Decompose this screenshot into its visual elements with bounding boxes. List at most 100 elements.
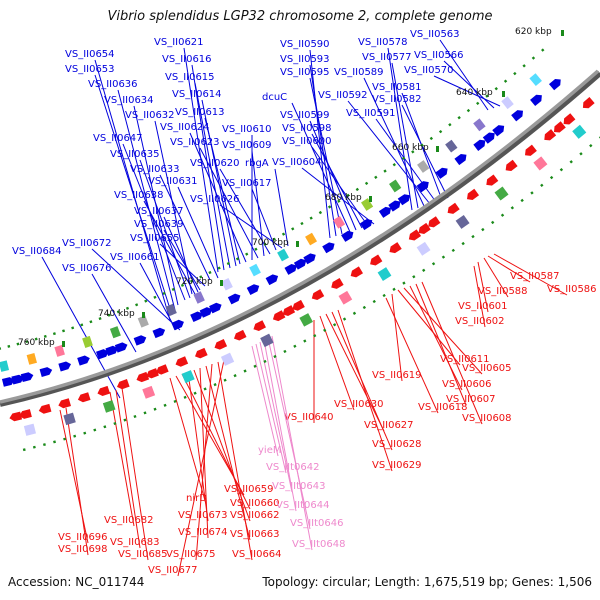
reverse-gene-arrow[interactable] [193, 347, 208, 360]
forward-gene-label[interactable]: VS_II0599 [280, 110, 330, 121]
reverse-gene-label[interactable]: VS_II0619 [372, 370, 422, 381]
reverse-gene-arrow[interactable] [387, 242, 402, 255]
reverse-gene-arrow[interactable] [271, 310, 286, 323]
reverse-gene-arrow[interactable] [18, 409, 32, 420]
reverse-gene-arrow[interactable] [232, 329, 247, 342]
forward-gene-label[interactable]: VS_II0655 [130, 233, 180, 244]
forward-gene-label[interactable]: VS_II0661 [110, 252, 160, 263]
reverse-gene-label[interactable]: VS_II0663 [230, 529, 280, 540]
reverse-gene-label[interactable]: VS_II0586 [547, 284, 597, 295]
forward-gene-label[interactable]: VS_II0620 [190, 158, 240, 169]
forward-gene-label[interactable]: VS_II0617 [222, 178, 272, 189]
reverse-gene-arrow[interactable] [523, 144, 537, 159]
reverse-gene-arrow[interactable] [310, 289, 325, 302]
reverse-gene-label[interactable]: VS_II0685 [118, 549, 168, 560]
reverse-gene-arrow[interactable] [484, 174, 499, 188]
reverse-gene-arrow[interactable] [542, 129, 557, 143]
forward-gene-arrow[interactable] [1, 376, 16, 387]
forward-gene-arrow[interactable] [482, 130, 497, 144]
forward-gene-arrow[interactable] [454, 152, 468, 166]
forward-gene-arrow[interactable] [171, 318, 185, 331]
forward-gene-label[interactable]: VS_II0635 [110, 149, 160, 160]
forward-gene-label[interactable]: VS_II0590 [280, 39, 330, 50]
forward-gene-label[interactable]: VS_II0595 [280, 67, 330, 78]
forward-gene-label[interactable]: VS_II0581 [372, 82, 422, 93]
forward-gene-label[interactable]: VS_II0637 [134, 206, 184, 217]
reverse-gene-arrow[interactable] [445, 202, 460, 216]
forward-gene-arrow[interactable] [397, 192, 412, 206]
forward-gene-label[interactable]: VS_II0632 [125, 110, 175, 121]
forward-gene-label[interactable]: VS_II0615 [165, 72, 215, 83]
pseudo-gene-label[interactable]: VS_IIt0648 [292, 539, 345, 550]
forward-gene-arrow[interactable] [473, 137, 487, 151]
reverse-gene-label[interactable]: VS_II0677 [148, 565, 198, 576]
forward-gene-label[interactable]: VS_II0577 [362, 52, 412, 63]
forward-gene-label[interactable]: rbgA [245, 158, 269, 169]
reverse-gene-label[interactable]: VS_II0673 [178, 510, 228, 521]
reverse-gene-label[interactable]: VS_II0662 [230, 510, 280, 521]
pseudo-gene-label[interactable]: VS_IIt0643 [272, 481, 325, 492]
reverse-gene-label[interactable]: VS_II0664 [232, 549, 282, 560]
forward-gene-label[interactable]: VS_II0563 [410, 29, 460, 40]
forward-gene-label[interactable]: VS_II0600 [282, 136, 332, 147]
forward-gene-arrow[interactable] [492, 123, 506, 137]
forward-gene-label[interactable]: VS_II0684 [12, 246, 62, 257]
forward-gene-arrow[interactable] [227, 292, 242, 305]
forward-gene-arrow[interactable] [359, 217, 374, 231]
reverse-gene-arrow[interactable] [426, 216, 441, 229]
forward-gene-arrow[interactable] [293, 257, 308, 270]
forward-gene-label[interactable]: VS_II0654 [65, 49, 115, 60]
forward-gene-arrow[interactable] [303, 251, 317, 265]
reverse-gene-arrow[interactable] [38, 403, 52, 415]
forward-gene-label[interactable]: VS_II0614 [172, 89, 222, 100]
reverse-gene-arrow[interactable] [503, 159, 518, 174]
forward-gene-label[interactable]: VS_II0623 [170, 137, 220, 148]
forward-gene-arrow[interactable] [530, 92, 544, 107]
reverse-gene-arrow[interactable] [407, 229, 422, 242]
forward-gene-label[interactable]: VS_II0589 [334, 67, 384, 78]
forward-gene-label[interactable]: VS_II0631 [148, 176, 198, 187]
reverse-gene-label[interactable]: VS_II0588 [478, 286, 528, 297]
reverse-gene-arrow[interactable] [551, 121, 566, 135]
forward-gene-arrow[interactable] [11, 374, 25, 385]
reverse-gene-label[interactable]: VS_II0660 [230, 498, 280, 509]
reverse-gene-arrow[interactable] [465, 188, 480, 203]
forward-gene-label[interactable]: VS_II0592 [318, 90, 368, 101]
forward-gene-arrow[interactable] [209, 301, 223, 314]
forward-gene-arrow[interactable] [322, 240, 336, 254]
forward-gene-label[interactable]: VS_II0609 [222, 140, 272, 151]
reverse-gene-label[interactable]: VS_II0674 [178, 527, 228, 538]
reverse-gene-label[interactable]: VS_II0675 [166, 549, 216, 560]
reverse-gene-arrow[interactable] [155, 364, 169, 376]
forward-gene-arrow[interactable] [548, 76, 563, 91]
pseudo-gene-label[interactable]: VS_IIt0642 [266, 462, 319, 473]
reverse-gene-arrow[interactable] [174, 356, 189, 368]
reverse-gene-arrow[interactable] [368, 254, 383, 267]
forward-gene-label[interactable]: VS_II0647 [93, 133, 143, 144]
forward-gene-arrow[interactable] [265, 272, 280, 286]
reverse-gene-arrow[interactable] [9, 411, 23, 423]
reverse-gene-arrow[interactable] [77, 392, 91, 403]
forward-gene-label[interactable]: VS_II0591 [346, 108, 396, 119]
reverse-gene-arrow[interactable] [57, 398, 71, 409]
reverse-gene-label[interactable]: VS_II0629 [372, 460, 422, 471]
reverse-gene-label[interactable]: VS_II0611 [440, 354, 490, 365]
reverse-gene-arrow[interactable] [290, 299, 305, 313]
forward-gene-label[interactable]: VS_II0633 [130, 164, 180, 175]
forward-gene-label[interactable]: VS_II0593 [280, 54, 330, 65]
reverse-gene-label[interactable]: VS_II0628 [372, 439, 422, 450]
reverse-gene-label[interactable]: VS_II0696 [58, 532, 108, 543]
reverse-gene-label[interactable]: VS_II0682 [104, 515, 154, 526]
reverse-gene-arrow[interactable] [281, 305, 296, 318]
forward-gene-arrow[interactable] [511, 108, 525, 122]
reverse-gene-arrow[interactable] [252, 320, 266, 333]
reverse-gene-label[interactable]: VS_II0683 [110, 537, 160, 548]
forward-gene-label[interactable]: VS_II0624 [160, 122, 210, 133]
forward-gene-arrow[interactable] [152, 326, 167, 339]
forward-gene-label[interactable]: VS_II0582 [372, 94, 422, 105]
forward-gene-label[interactable]: VS_II0566 [414, 50, 464, 61]
forward-gene-arrow[interactable] [39, 366, 54, 377]
reverse-gene-arrow[interactable] [116, 379, 130, 391]
forward-gene-arrow[interactable] [58, 360, 72, 372]
forward-gene-label[interactable]: VS_II0570 [404, 65, 454, 76]
